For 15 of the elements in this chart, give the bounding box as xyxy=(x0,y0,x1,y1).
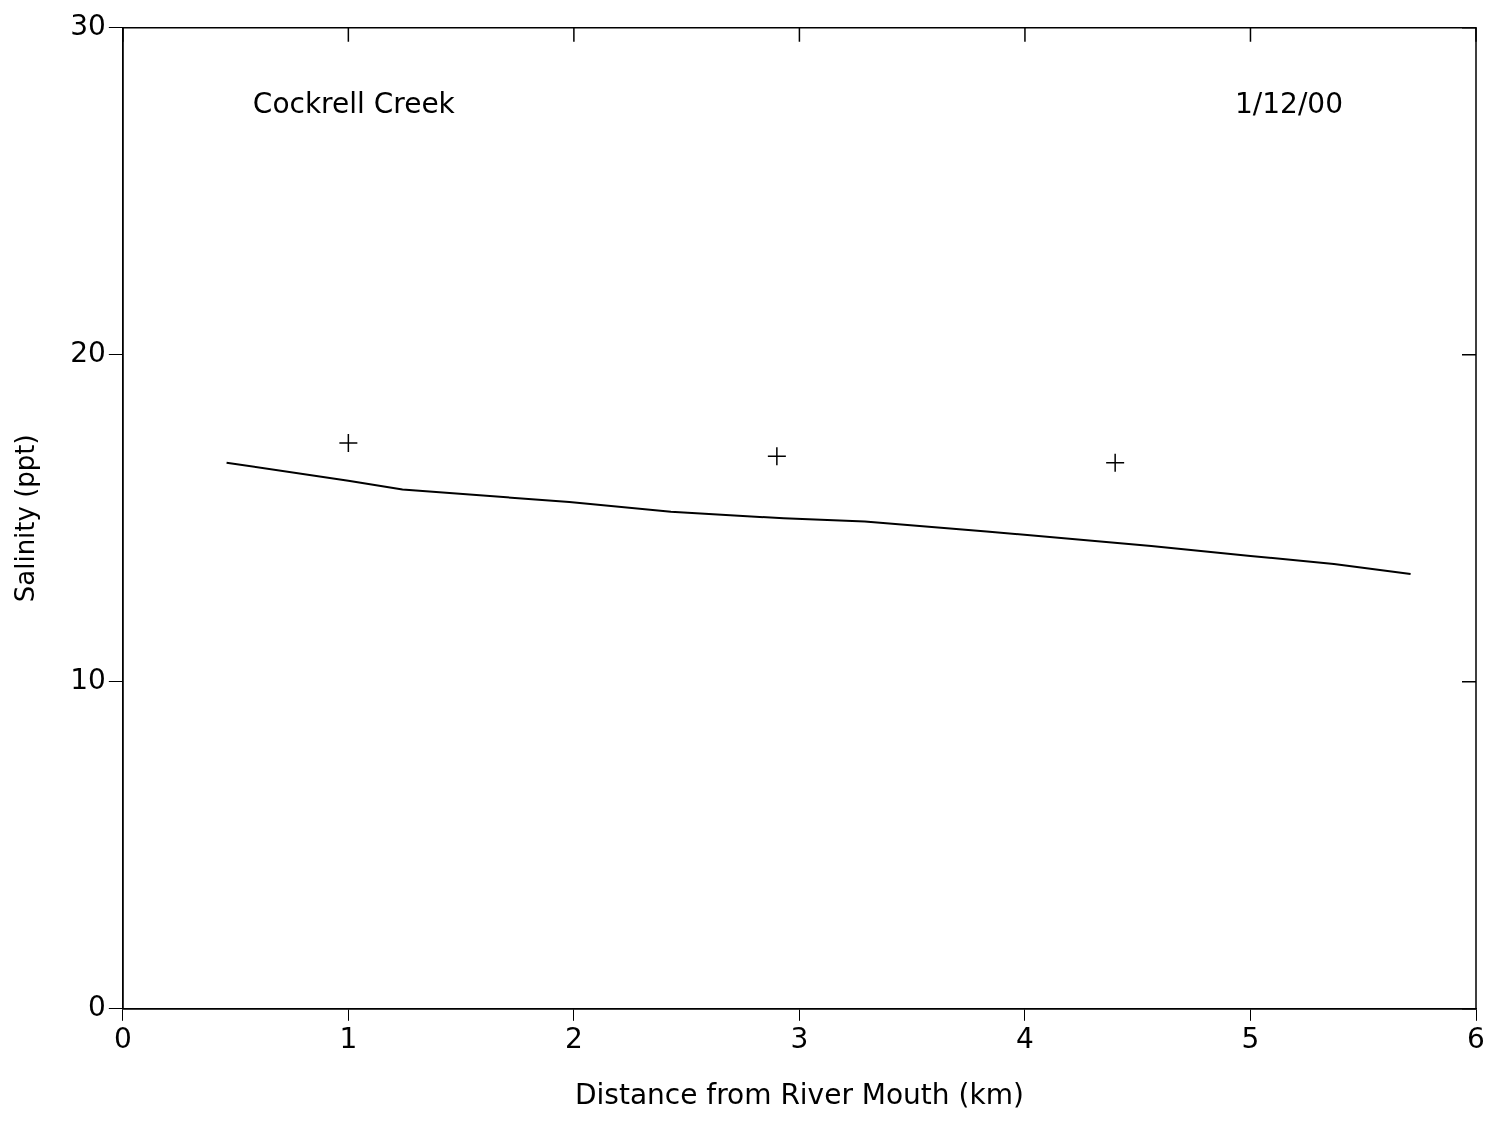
x-tick-label: 1 xyxy=(339,1021,358,1055)
x-tick-label: 3 xyxy=(790,1021,809,1055)
x-tick-label: 4 xyxy=(1016,1021,1034,1055)
x-tick-label: 6 xyxy=(1467,1021,1485,1055)
annotation: 1/12/00 xyxy=(1235,87,1343,121)
x-tick-label: 5 xyxy=(1241,1021,1260,1055)
y-tick-label: 30 xyxy=(70,9,106,43)
y-tick-label: 10 xyxy=(70,663,106,697)
x-tick-label: 2 xyxy=(564,1021,583,1055)
x-axis-title: Distance from River Mouth (km) xyxy=(574,1078,1024,1112)
y-tick-label: 20 xyxy=(70,336,106,370)
annotation: Cockrell Creek xyxy=(252,87,456,121)
y-axis-title: Salinity (ppt) xyxy=(10,434,41,603)
y-tick-label: 0 xyxy=(88,990,106,1024)
x-tick-label: 0 xyxy=(113,1021,132,1055)
